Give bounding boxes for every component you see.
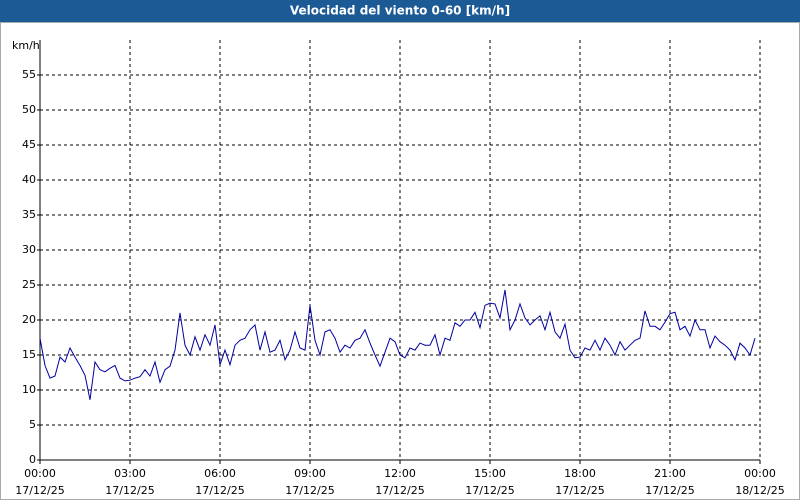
y-tick-label: 55	[22, 68, 36, 81]
y-tick-label: 30	[22, 243, 36, 256]
y-tick-label: 25	[22, 278, 36, 291]
x-tick-date: 17/12/25	[465, 484, 514, 497]
x-tick-date: 17/12/25	[105, 484, 154, 497]
x-tick-label: 15:00	[474, 467, 506, 480]
x-tick-date: 18/12/25	[735, 484, 784, 497]
x-tick-date: 17/12/25	[285, 484, 334, 497]
title-bar	[0, 0, 800, 22]
x-tick-label: 21:00	[654, 467, 686, 480]
x-tick-date: 17/12/25	[375, 484, 424, 497]
line-series	[39, 289, 756, 400]
y-unit: km/h	[12, 39, 40, 52]
x-tick-date: 17/12/25	[195, 484, 244, 497]
y-tick-label: 45	[22, 138, 36, 151]
y-tick-label: 35	[22, 208, 36, 221]
x-tick-label: 03:00	[114, 467, 146, 480]
x-tick-label: 06:00	[204, 467, 236, 480]
y-tick-label: 20	[22, 313, 36, 326]
y-tick-label: 10	[22, 383, 36, 396]
x-tick-label: 12:00	[384, 467, 416, 480]
y-tick-label: 40	[22, 173, 36, 186]
chart-title: Velocidad del viento 0-60 [km/h]	[290, 4, 510, 18]
y-tick-label: 15	[22, 348, 36, 361]
y-tick-label: 5	[29, 418, 36, 431]
x-tick-date: 17/12/25	[555, 484, 604, 497]
x-tick-date: 17/12/25	[645, 484, 694, 497]
x-tick-label: 18:00	[564, 467, 596, 480]
y-tick-label: 50	[22, 103, 36, 116]
y-tick-label: 0	[29, 453, 36, 466]
x-tick-date: 17/12/25	[15, 484, 64, 497]
x-tick-label: 00:00	[744, 467, 776, 480]
x-tick-label: 00:00	[24, 467, 56, 480]
x-tick-label: 09:00	[294, 467, 326, 480]
